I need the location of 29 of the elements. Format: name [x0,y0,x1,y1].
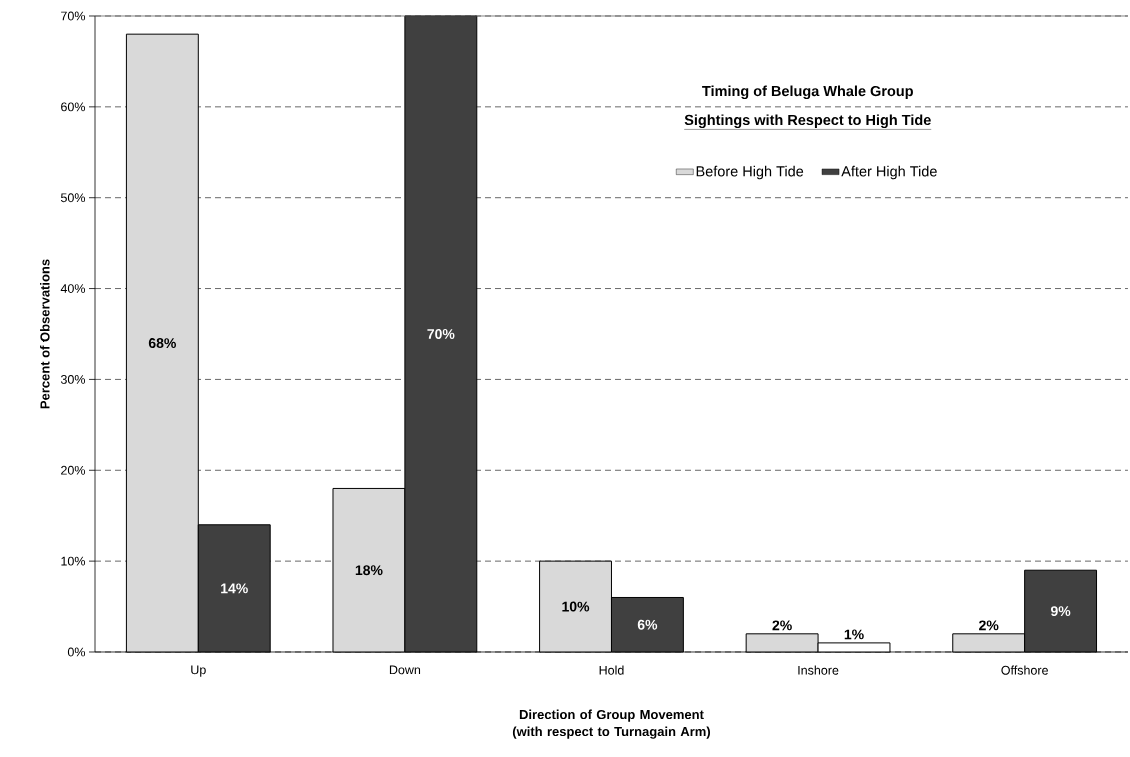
x-tick-label: Hold [599,665,624,675]
data-label: 2% [772,620,792,631]
data-label: 14% [221,583,248,594]
x-tick-label: Up [191,665,206,677]
data-label: 18% [355,565,383,576]
y-tick-label: 40% [60,284,86,293]
x-tick-label: Inshore [798,665,839,675]
y-tick-label: 20% [61,465,86,475]
y-tick-label: 50% [60,193,86,203]
x-tick-label: Offshore [1001,665,1048,675]
x-axis-title: Direction of Group Movement (with respect to Turnagain Arm) [512,709,711,739]
y-tick-label: 10% [61,556,86,566]
y-tick-label: 30% [60,375,86,384]
data-label: 2% [979,620,999,631]
data-label: 70% [427,329,455,339]
y-tick-label: 70% [61,11,86,21]
data-label: 6% [637,619,658,630]
legend-label: Before High Tide [696,165,804,180]
text: Timing of Beluga Whale Group [702,85,913,100]
data-label: 1% [844,629,864,640]
y-axis-title: Percent of Observations [40,259,50,409]
data-label: 10% [562,601,590,612]
data-label: 68% [148,338,176,349]
y-tick-label: 0% [67,647,86,657]
x-tick-label: Down [389,665,421,675]
y-tick-label: 60% [61,102,86,112]
text: Sightings with Respect to High Tide [684,114,931,128]
legend-label: After High Tide [841,165,937,180]
data-label: 9% [1050,606,1071,617]
